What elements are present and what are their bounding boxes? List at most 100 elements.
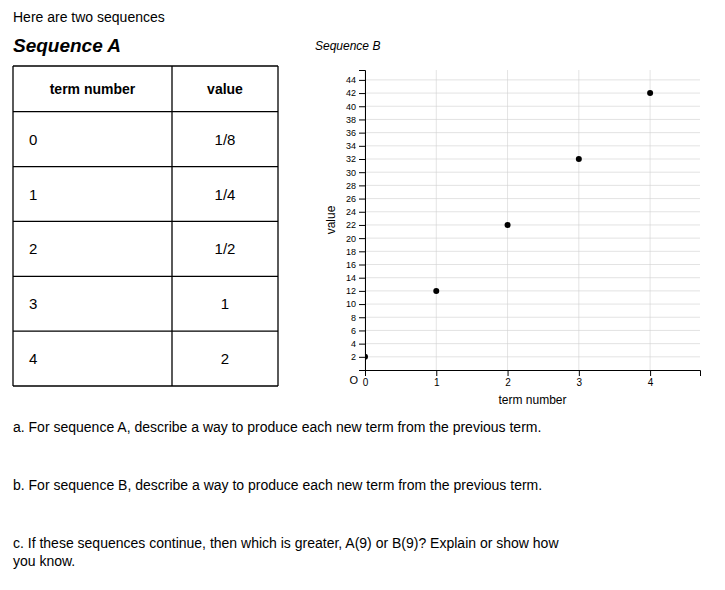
tick-label: 0: [363, 377, 369, 388]
grid-line: [507, 70, 508, 370]
tick-mark: [359, 106, 365, 107]
table-title: Sequence A: [13, 35, 121, 56]
tick-label: 16: [346, 260, 356, 270]
tick: 22: [346, 220, 365, 230]
tick-label: 32: [346, 154, 356, 164]
grid-line: [365, 106, 700, 107]
tick-mark: [359, 185, 365, 186]
table-rule: [13, 221, 278, 222]
table-rule: [13, 111, 278, 112]
tick: 44: [346, 75, 365, 85]
tick-mark: [359, 159, 365, 160]
tick-label: 28: [346, 181, 356, 191]
tick: 0: [363, 370, 369, 388]
tick: 4: [351, 339, 365, 349]
table-rule: [13, 385, 278, 386]
table-value: 1/8: [215, 131, 236, 148]
grid-line: [436, 70, 437, 370]
y-axis: 2468101214161820222426283032343638404244: [346, 71, 366, 371]
tick: 2: [505, 370, 511, 388]
tick-label: 4: [648, 377, 654, 388]
grid-line: [365, 224, 700, 225]
tick: 1: [434, 370, 440, 388]
grid-line: [365, 356, 700, 357]
tick-label: 4: [351, 339, 356, 349]
tick: 6: [351, 326, 365, 336]
table-value: 1/2: [215, 240, 236, 257]
table-rule: [13, 65, 278, 66]
table-header: value: [207, 81, 243, 97]
tick-mark: [359, 93, 365, 94]
grid-line: [365, 159, 700, 160]
grid-line: [365, 172, 700, 173]
grid-line: [365, 330, 700, 331]
table-value: 1/4: [215, 186, 236, 203]
table-rule: [13, 330, 278, 331]
tick-mark: [359, 172, 365, 173]
tick: 8: [351, 313, 365, 323]
table-rule: [13, 276, 278, 277]
tick-label: 44: [346, 75, 356, 85]
tick-label: 3: [577, 377, 583, 388]
tick-mark: [436, 370, 437, 376]
tick: 20: [346, 234, 365, 244]
table-header: term number: [50, 81, 136, 97]
grid-line: [365, 264, 700, 265]
tick: 36: [346, 128, 365, 138]
tick-label: 2: [505, 377, 511, 388]
table-rule: [171, 66, 172, 386]
origin-label: O: [349, 374, 358, 386]
table-value: 2: [221, 350, 229, 367]
tick-label: 6: [351, 326, 356, 336]
tick-label: 12: [346, 286, 356, 296]
grid-line: [365, 132, 700, 133]
tick: 34: [346, 141, 365, 151]
tick-label: 38: [346, 115, 356, 125]
axis-line: [366, 371, 701, 377]
tick-mark: [359, 251, 365, 252]
tick-label: 26: [346, 194, 356, 204]
tick-mark: [359, 146, 365, 147]
tick-label: 20: [346, 234, 356, 244]
grid-line: [365, 290, 700, 291]
tick-label: 22: [346, 220, 356, 230]
tick: 30: [346, 168, 365, 178]
point: [647, 90, 653, 96]
questions: a. For sequence A, describe a way to pro…: [13, 419, 559, 569]
grid-line: [365, 251, 700, 252]
grid-line: [365, 211, 700, 212]
tick: 4: [648, 370, 654, 388]
header: Here are two sequences: [13, 9, 165, 25]
tick-mark: [359, 357, 365, 358]
points: [365, 90, 653, 360]
tick-mark: [359, 212, 365, 213]
tick: 18: [346, 247, 365, 257]
page: Here are two sequences Sequence A term num…: [0, 0, 725, 590]
tick-mark: [359, 330, 365, 331]
tick-mark: [359, 133, 365, 134]
table-value: 1: [221, 295, 229, 312]
grid-line: [650, 70, 651, 370]
tick-mark: [650, 370, 651, 376]
tick: 16: [346, 260, 365, 270]
tick-label: 42: [346, 88, 356, 98]
tick-mark: [359, 119, 365, 120]
tick-mark: [359, 291, 365, 292]
grid-line: [578, 70, 579, 370]
tick-mark: [359, 80, 365, 81]
tick: 28: [346, 181, 365, 191]
tick-label: 10: [346, 299, 356, 309]
table-term: 1: [29, 186, 37, 203]
x-axis-label: term number: [498, 393, 566, 407]
grid-line: [365, 79, 700, 80]
tick: 2: [351, 352, 365, 362]
tick-label: 34: [346, 141, 356, 151]
tick-mark: [508, 370, 509, 376]
point: [433, 288, 439, 294]
tick: 42: [346, 88, 365, 98]
tick: 24: [346, 207, 365, 217]
point: [505, 222, 511, 228]
point: [365, 354, 368, 360]
tick-mark: [359, 344, 365, 345]
grid-line: [365, 185, 700, 186]
